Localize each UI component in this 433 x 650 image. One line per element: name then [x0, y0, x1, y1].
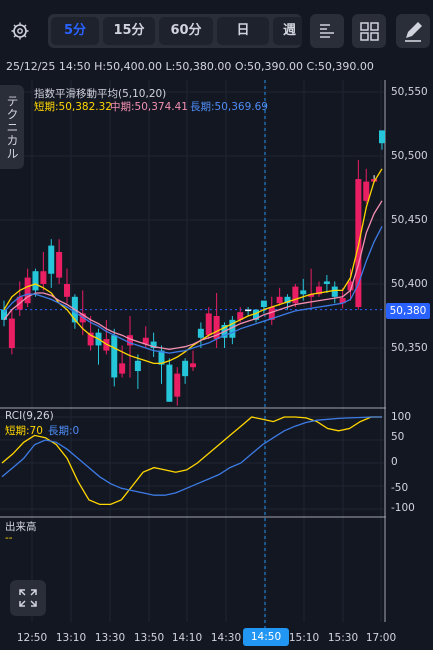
candle-body [87, 332, 94, 346]
toolbar: 5分 15分 60分 日 週 [0, 0, 433, 62]
candle-body [323, 281, 330, 284]
candle-body [363, 181, 370, 201]
rci-axis-label: 100 [391, 411, 412, 423]
ema-line-long [3, 226, 383, 354]
candle-body [245, 309, 252, 312]
candle-body [64, 284, 70, 297]
candle-body [40, 271, 47, 284]
candle-body [268, 307, 275, 320]
time-axis-label: 14:10 [171, 632, 203, 644]
rci-legend-long: 長期:0 [48, 425, 80, 437]
candle-body [292, 286, 299, 304]
grid-icon [360, 22, 379, 41]
candle-body [32, 271, 39, 291]
time-axis-label: 13:50 [133, 632, 165, 644]
candle-body [182, 360, 189, 377]
ema-legend-title: 指数平滑移動平均(5,10,20) [34, 88, 167, 100]
rci-axis-label: 0 [391, 456, 398, 468]
ema-legend-long: 長期:50,369.69 [190, 101, 268, 113]
price-axis-label: 50,500 [391, 150, 428, 162]
technical-tab[interactable]: テクニカル [0, 85, 24, 169]
ema-legend-short: 短期:50,382.32 [34, 101, 112, 113]
indicators-button[interactable] [310, 14, 344, 48]
candle-body [127, 335, 133, 346]
candle-body [284, 296, 291, 304]
candle-body [197, 328, 204, 338]
candle-body [379, 130, 385, 144]
time-cursor-tag: 14:50 [243, 628, 289, 646]
layout-button[interactable] [352, 14, 386, 48]
rci-legend-title: RCI(9,26) [5, 410, 54, 422]
interval-5m-button[interactable]: 5分 [51, 17, 99, 45]
volume-legend-value: -- [5, 532, 13, 544]
candle-body [339, 298, 346, 304]
candle-body [111, 335, 118, 378]
ema-line-short [3, 168, 383, 365]
candle-body [56, 252, 63, 278]
price-axis-label: 50,450 [391, 214, 428, 226]
candle-body [166, 364, 173, 402]
candle-body [213, 316, 220, 340]
volume-legend-title: 出来高 [5, 521, 37, 533]
candle-body [276, 296, 283, 304]
bars-icon [320, 24, 334, 38]
settings-button[interactable] [0, 14, 36, 48]
interval-week-button[interactable]: 週 [273, 17, 302, 45]
rci-axis-label: 50 [391, 431, 405, 443]
price-axis-label: 50,550 [391, 86, 428, 98]
candle-body [134, 360, 141, 372]
interval-60m-button[interactable]: 60分 [159, 17, 213, 45]
price-axis-label: 50,350 [391, 342, 428, 354]
interval-day-button[interactable]: 日 [217, 17, 269, 45]
candle-body [347, 281, 354, 291]
rci-line-short [1, 416, 382, 506]
time-axis-label: 14:30 [210, 632, 242, 644]
candle-body [24, 277, 31, 304]
rci-legend-short: 短期:70 [5, 425, 43, 437]
candle-body [316, 286, 322, 295]
pencil-icon [405, 22, 422, 42]
ohlc-readout: 25/12/25 14:50 H:50,400.00 L:50,380.00 O… [6, 60, 374, 73]
interval-15m-button[interactable]: 15分 [103, 17, 155, 45]
drawing-button[interactable] [396, 14, 430, 48]
candle-body [142, 337, 149, 345]
rci-axis-label: -50 [391, 482, 409, 494]
time-axis-label: 15:30 [327, 632, 359, 644]
current-price-tag: 50,380 [386, 303, 430, 319]
time-axis-label: 17:00 [365, 632, 397, 644]
fullscreen-button[interactable] [10, 580, 46, 616]
candle-body [253, 309, 259, 320]
candle-body [158, 350, 165, 365]
time-axis-label: 12:50 [16, 632, 48, 644]
interval-selector: 5分 15分 60分 日 週 [48, 14, 302, 48]
ema-line-mid [3, 200, 383, 350]
candle-body [8, 318, 15, 348]
candle-body [300, 290, 307, 295]
gear-icon [11, 22, 29, 40]
candle-body [331, 286, 338, 297]
rci-line-long [1, 416, 382, 496]
candle-body [205, 313, 212, 336]
time-axis-label: 13:10 [55, 632, 87, 644]
candle-body [371, 179, 378, 182]
candle-body [150, 341, 157, 348]
candle-body [260, 300, 267, 308]
ema-legend-mid: 中期:50,374.41 [110, 101, 188, 113]
time-axis-label: 13:30 [94, 632, 126, 644]
candle-body [308, 294, 315, 297]
rci-axis-label: -100 [391, 502, 415, 514]
candle-body [237, 312, 244, 320]
candle-body [174, 373, 181, 397]
candle-body [229, 319, 236, 338]
candle-body [48, 245, 55, 274]
candle-body [1, 309, 7, 320]
price-axis-label: 50,400 [391, 278, 428, 290]
expand-icon [19, 589, 37, 607]
candle-body [119, 363, 126, 374]
candle-body [190, 363, 196, 368]
time-axis-label: 15:10 [288, 632, 320, 644]
